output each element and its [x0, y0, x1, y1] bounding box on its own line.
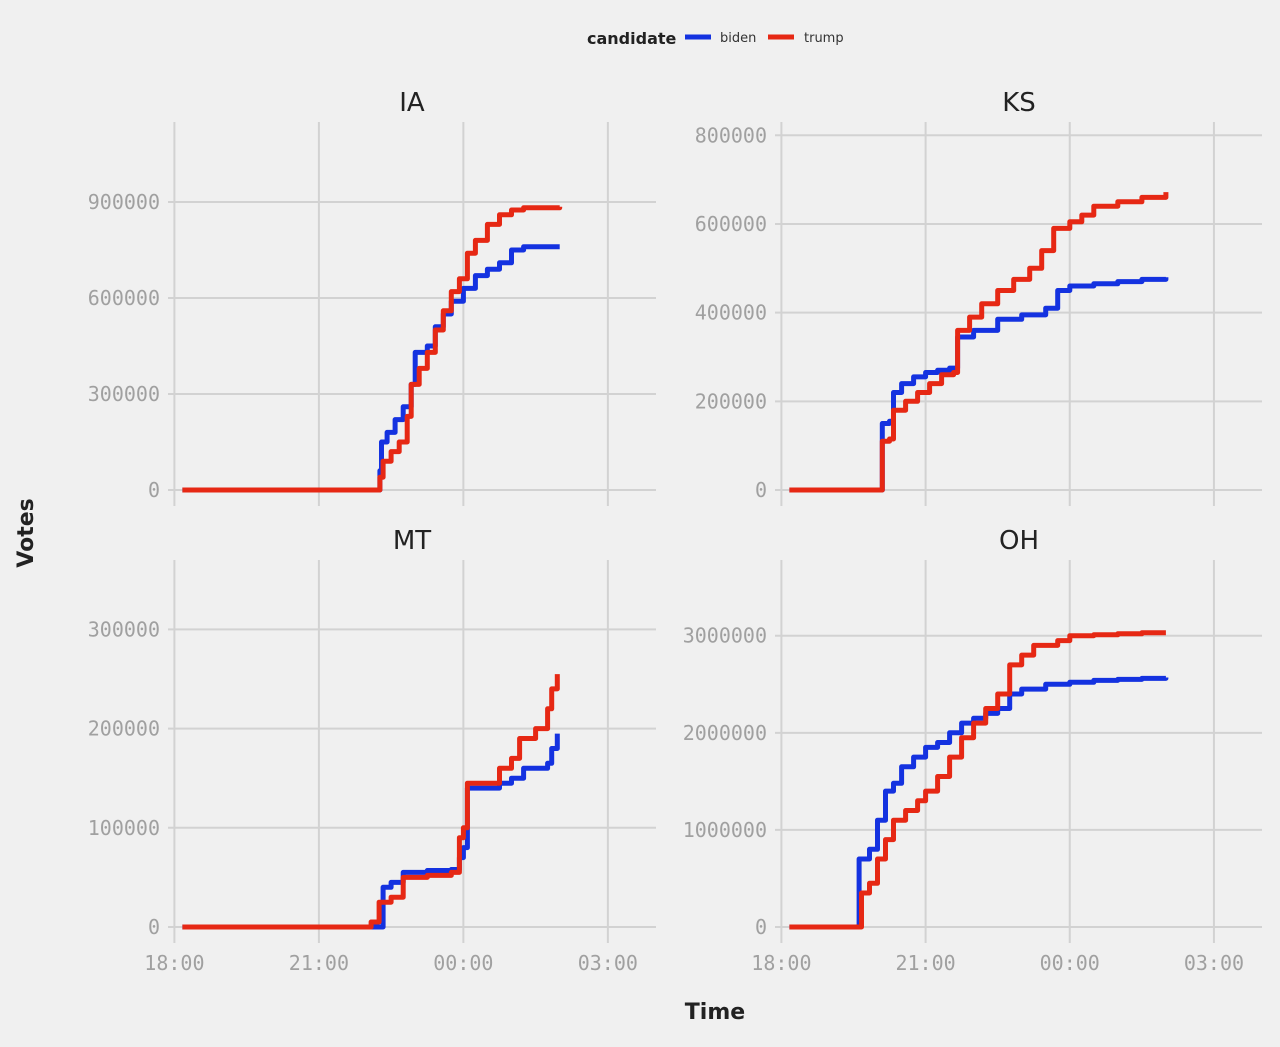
legend-label-trump: trump: [804, 31, 844, 46]
x-tick-label: 18:00: [144, 951, 204, 975]
series-line-biden: [789, 675, 1169, 930]
series-line-biden: [182, 244, 560, 493]
y-tick-label: 300000: [88, 617, 160, 641]
panel-title-oh: OH: [999, 526, 1039, 556]
y-tick-label: 400000: [695, 301, 767, 325]
legend-title: candidate: [587, 29, 677, 48]
panel-title-mt: MT: [393, 526, 431, 556]
panel-title-ia: IA: [399, 88, 425, 118]
x-tick-label: 18:00: [751, 951, 811, 975]
y-tick-label: 0: [148, 915, 160, 939]
y-tick-label: 100000: [88, 816, 160, 840]
x-tick-label: 00:00: [433, 951, 493, 975]
y-tick-label: 1000000: [683, 818, 767, 842]
y-tick-label: 600000: [695, 212, 767, 236]
x-tick-label: 03:00: [1184, 951, 1244, 975]
panel-mt: 0 100000 200000 300000 18:00 21:00 00:00 03:00: [88, 560, 656, 975]
panel-ia: 0 300000 600000 900000: [88, 122, 656, 506]
x-tick-label: 21:00: [895, 951, 955, 975]
x-tick-label: 21:00: [289, 951, 349, 975]
legend-label-biden: biden: [720, 31, 756, 46]
panel-title-ks: KS: [1002, 88, 1036, 118]
y-tick-label: 900000: [88, 190, 160, 214]
y-tick-label: 0: [148, 478, 160, 502]
y-tick-label: 0: [755, 478, 767, 502]
x-tick-label: 03:00: [578, 951, 638, 975]
y-tick-label: 600000: [88, 286, 160, 310]
y-axis-title: Votes: [14, 498, 39, 567]
series-line-biden: [182, 733, 560, 930]
panel-ks: 0 200000 400000 600000 800000: [695, 122, 1262, 506]
y-tick-label: 3000000: [683, 624, 767, 648]
y-tick-label: 800000: [695, 123, 767, 147]
x-axis-title: Time: [685, 1000, 745, 1025]
x-tick-label: 00:00: [1040, 951, 1100, 975]
y-tick-label: 0: [755, 915, 767, 939]
y-tick-label: 2000000: [683, 721, 767, 745]
series-line-trump: [789, 630, 1166, 930]
panel-oh: 0 1000000 2000000 3000000 18:00 21:00 00:00 03:…: [683, 560, 1262, 975]
y-tick-label: 200000: [695, 389, 767, 413]
series-line-trump: [182, 674, 560, 930]
y-tick-label: 300000: [88, 382, 160, 406]
y-tick-label: 200000: [88, 717, 160, 741]
series-line-trump: [182, 205, 563, 493]
legend: candidate biden trump: [587, 29, 844, 48]
series-line-trump: [789, 192, 1169, 493]
series-line-biden: [789, 276, 1169, 493]
